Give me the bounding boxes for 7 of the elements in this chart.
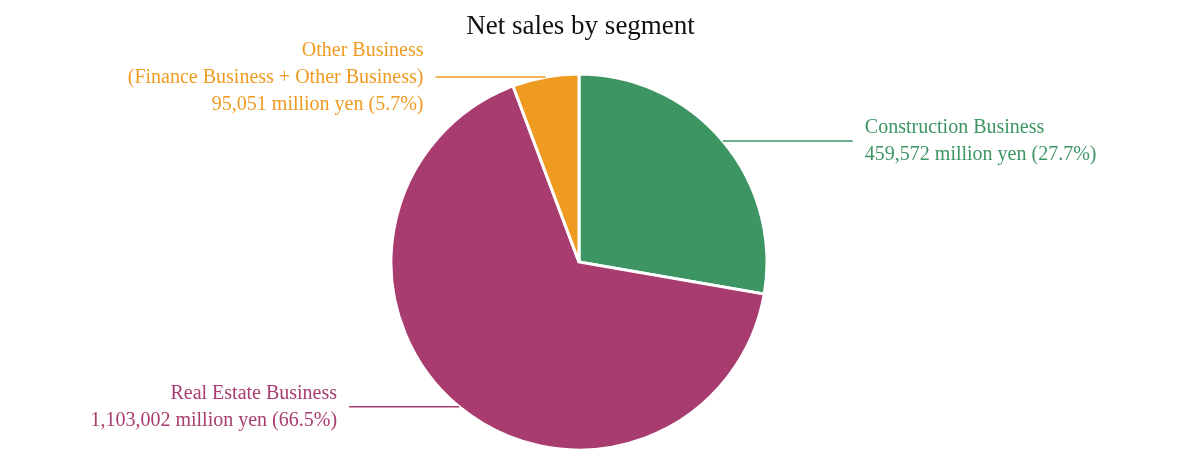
data-label: 459,572 million yen (27.7%) xyxy=(864,142,1097,166)
slice-label: Construction Business xyxy=(864,115,1045,138)
data-label: 95,051 million yen (5.7%) xyxy=(211,92,424,116)
slice-label: Other Business (Finance Business + Other Business) xyxy=(127,38,424,89)
data-label: 1,103,002 million yen (66.5%) xyxy=(90,408,338,432)
slice-label: Real Estate Business xyxy=(170,381,338,404)
chart-title: Net sales by segment xyxy=(466,10,696,40)
